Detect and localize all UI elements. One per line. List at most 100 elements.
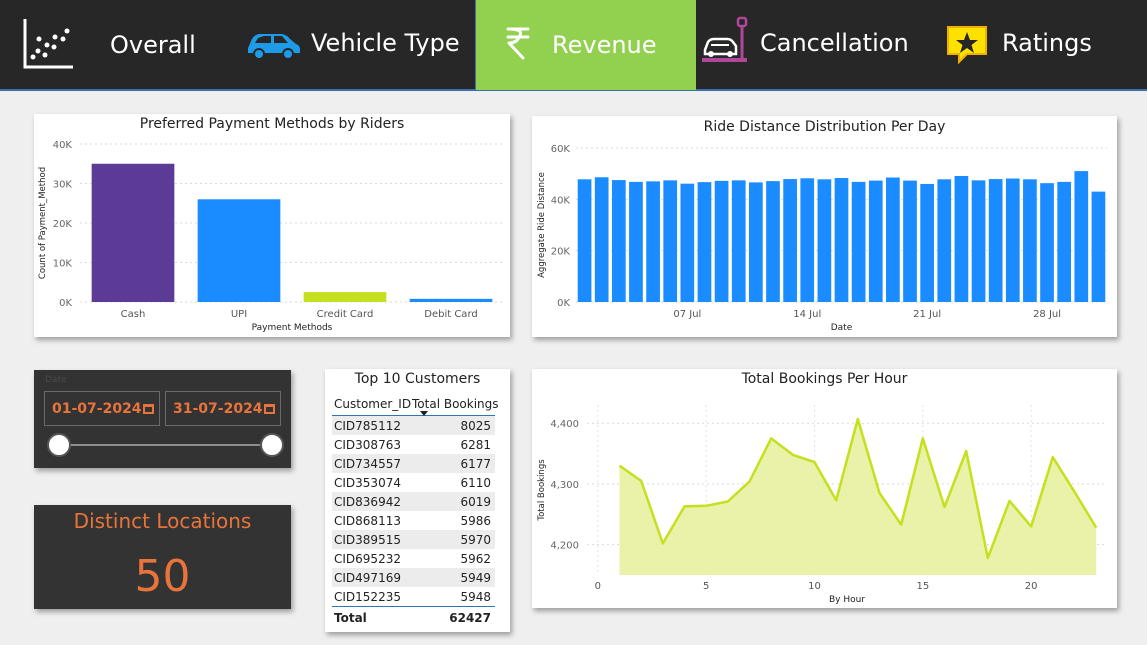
area-fill xyxy=(619,419,1097,575)
bar-22-jul xyxy=(937,179,952,302)
bar-10-jul xyxy=(731,180,746,302)
car-parking-icon xyxy=(699,16,751,70)
bar-01-jul xyxy=(577,179,592,302)
x-tick-label: 10 xyxy=(808,581,821,592)
total-bookings-cell: 6177 xyxy=(460,456,491,471)
customer-id-cell: CID353074 xyxy=(334,475,401,490)
bar-31-jul xyxy=(1091,191,1106,302)
bar-12-jul xyxy=(766,181,780,302)
bar-24-jul xyxy=(971,180,986,302)
bar-26-jul xyxy=(1005,178,1020,302)
end-date-input[interactable]: 31-07-2024 xyxy=(165,391,281,426)
customer-id-cell: CID785112 xyxy=(334,418,401,433)
x-tick-label: 20 xyxy=(1025,581,1038,592)
table-row[interactable]: CID308763 6281 xyxy=(332,435,495,454)
y-tick-label: 0K xyxy=(557,298,570,309)
customer-id-cell: CID734557 xyxy=(334,456,401,471)
table-row[interactable]: CID836942 6019 xyxy=(332,492,495,511)
nav-ratings-label: Ratings xyxy=(1002,29,1092,57)
table-row[interactable]: CID868113 5986 xyxy=(332,511,495,530)
start-date-input[interactable]: 01-07-2024 xyxy=(44,391,160,426)
nav-overall-label: Overall xyxy=(110,31,196,59)
x-axis-label: Payment Methods xyxy=(252,323,333,333)
bar-credit-card xyxy=(303,292,387,302)
table-row[interactable]: CID353074 6110 xyxy=(332,473,495,492)
x-tick-label: UPI xyxy=(231,309,247,320)
table-header: Customer_ID Total Bookings xyxy=(332,392,499,416)
scatter-plot-icon xyxy=(21,17,75,77)
x-tick-label: Cash xyxy=(121,309,146,320)
payment-chart-title: Preferred Payment Methods by Riders xyxy=(139,116,405,132)
total-bookings-cell: 5948 xyxy=(460,589,491,604)
x-tick-label: 5 xyxy=(703,581,709,592)
y-tick-label: 20K xyxy=(53,219,73,230)
y-tick-label: 4,400 xyxy=(550,419,579,430)
car-icon xyxy=(244,26,302,66)
start-date-handle[interactable] xyxy=(47,433,71,457)
bar-18-jul xyxy=(868,180,883,302)
bar-13-jul xyxy=(783,179,797,302)
table-row[interactable]: CID152235 5948 xyxy=(332,587,495,606)
nav-revenue[interactable]: Revenue xyxy=(475,0,696,90)
nav-cancellation[interactable]: Cancellation xyxy=(696,0,936,90)
bar-05-jul xyxy=(646,181,660,302)
distinct-locations-card: Distinct Locations 50 xyxy=(34,505,291,609)
y-tick-label: 20K xyxy=(551,247,571,258)
series-line xyxy=(618,417,1098,560)
nav-revenue-label: Revenue xyxy=(552,31,657,59)
bar-06-jul xyxy=(663,180,678,302)
calendar-icon[interactable] xyxy=(143,404,154,414)
bar-02-jul xyxy=(594,177,609,302)
table-row[interactable]: CID734557 6177 xyxy=(332,454,495,473)
bar-28-jul xyxy=(1040,183,1054,302)
x-axis-label: By Hour xyxy=(829,595,865,605)
y-axis-label: Total Bookings xyxy=(537,459,547,522)
table-row[interactable]: CID785112 8025 xyxy=(332,416,495,435)
nav-overall[interactable]: Overall xyxy=(0,0,230,90)
y-tick-label: 10K xyxy=(53,259,73,270)
bookings-per-hour-chart: 4,200 4,300 4,400 0 5 10 15 20 By Hour Total Book… xyxy=(537,405,1107,605)
date-slicer-label: Date xyxy=(45,375,67,385)
customer-id-cell: CID152235 xyxy=(334,589,401,604)
bar-17-jul xyxy=(851,181,866,302)
end-date-handle[interactable] xyxy=(260,433,284,457)
column-header-total-bookings[interactable]: Total Bookings xyxy=(412,396,499,411)
nav-vehicle-type[interactable]: Vehicle Type xyxy=(230,0,475,90)
total-bookings-cell: 5970 xyxy=(460,532,491,547)
customer-id-cell: CID695232 xyxy=(334,551,401,566)
bar-08-jul xyxy=(697,182,712,302)
star-badge-icon xyxy=(945,24,989,70)
payment-methods-chart: 0K 10K 20K 30K 40K Cash UPI Credit Card Debit Ca… xyxy=(38,140,504,333)
bar-29-jul xyxy=(1057,181,1072,302)
nav-ratings[interactable]: Ratings xyxy=(936,0,1147,90)
total-bookings-cell: 5949 xyxy=(460,570,491,585)
table-row[interactable]: CID695232 5962 xyxy=(332,549,495,568)
distance-chart-title: Ride Distance Distribution Per Day xyxy=(703,119,946,135)
y-tick-label: 60K xyxy=(551,144,571,155)
total-bookings-cell: 6110 xyxy=(460,475,491,490)
x-tick-label: 14 Jul xyxy=(793,309,821,320)
total-label: Total xyxy=(334,610,367,625)
y-tick-label: 4,200 xyxy=(550,541,579,552)
sort-descending-icon[interactable] xyxy=(420,411,428,416)
bar-03-jul xyxy=(611,180,626,302)
x-axis-label: Date xyxy=(831,323,853,333)
nav-cancellation-label: Cancellation xyxy=(760,29,909,57)
table-row[interactable]: CID497169 5949 xyxy=(332,568,495,587)
x-tick-label: 28 Jul xyxy=(1033,309,1061,320)
customer-id-cell: CID308763 xyxy=(334,437,401,452)
column-header-customer-id[interactable]: Customer_ID xyxy=(334,396,412,411)
hourly-chart-title: Total Bookings Per Hour xyxy=(741,371,908,387)
payment-methods-card: Preferred Payment Methods by Riders 0K 10… xyxy=(34,114,510,337)
x-tick-label: 21 Jul xyxy=(913,309,941,320)
bar-21-jul xyxy=(920,183,934,302)
bar-upi xyxy=(197,199,281,302)
calendar-icon[interactable] xyxy=(264,404,275,414)
y-tick-label: 4,300 xyxy=(550,480,579,491)
total-bookings-cell: 8025 xyxy=(460,418,491,433)
bar-20-jul xyxy=(903,180,917,302)
date-range-track[interactable] xyxy=(59,444,273,446)
table-row[interactable]: CID389515 5970 xyxy=(332,530,495,549)
total-bookings-cell: 5962 xyxy=(460,551,491,566)
x-tick-label: Credit Card xyxy=(317,309,374,320)
